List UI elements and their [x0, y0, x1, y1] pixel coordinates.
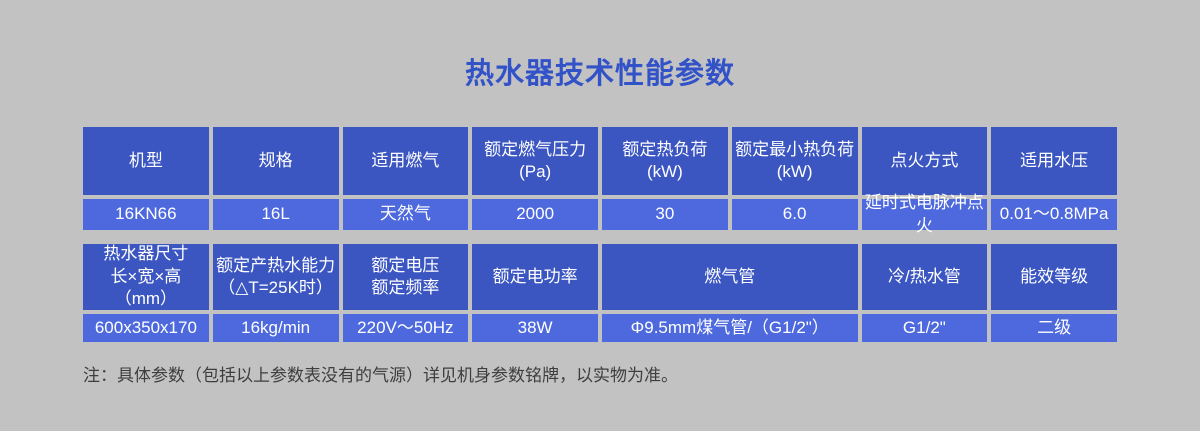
spec-tables: 机型 规格 适用燃气 额定燃气压力 (Pa) 额定热负荷 (kW) 额定最小热负…: [83, 127, 1117, 342]
header-cell-gas-pipe: 燃气管: [602, 244, 858, 310]
data-cell-hot-water-capacity: 16kg/min: [212, 314, 339, 342]
header-cell-energy-rating: 能效等级: [991, 244, 1117, 310]
spec-table-1: 机型 规格 适用燃气 额定燃气压力 (Pa) 额定热负荷 (kW) 额定最小热负…: [83, 127, 1117, 235]
data-cell-voltage-frequency: 220V～50Hz: [342, 314, 469, 342]
data-cell-model: 16KN66: [83, 199, 209, 230]
data-cell-spec: 16L: [212, 199, 339, 230]
data-cell-water-pipe: G1/2": [861, 314, 988, 342]
header-cell-ignition: 点火方式: [861, 127, 988, 195]
data-cell-min-heat-load: 6.0: [731, 199, 858, 230]
header-cell-heat-load: 额定热负荷 (kW): [602, 127, 728, 195]
data-cell-water-pressure: 0.01～0.8MPa: [991, 199, 1117, 230]
header-cell-hot-water-capacity: 额定产热水能力 （△T=25K时）: [212, 244, 339, 310]
header-cell-gas-type: 适用燃气: [342, 127, 469, 195]
header-cell-water-pipe: 冷/热水管: [861, 244, 988, 310]
header-cell-spec: 规格: [212, 127, 339, 195]
spec-table-2: 热水器尺寸 长×宽×高（mm） 额定产热水能力 （△T=25K时） 额定电压 额…: [83, 244, 1117, 342]
data-cell-electric-power: 38W: [472, 314, 598, 342]
data-cell-gas-type: 天然气: [342, 199, 469, 230]
data-cell-energy-rating: 二级: [991, 314, 1117, 342]
header-cell-gas-pressure: 额定燃气压力 (Pa): [472, 127, 598, 195]
note-text: 注：具体参数（包括以上参数表没有的气源）详见机身参数铭牌，以实物为准。: [83, 366, 678, 385]
data-cell-gas-pressure: 2000: [472, 199, 598, 230]
header-cell-electric-power: 额定电功率: [472, 244, 598, 310]
data-cell-ignition: 延时式电脉冲点火: [861, 193, 988, 235]
data-cell-gas-pipe: Φ9.5mm煤气管/（G1/2"）: [602, 314, 858, 342]
header-cell-water-pressure: 适用水压: [991, 127, 1117, 195]
data-cell-heat-load: 30: [602, 199, 728, 230]
data-cell-dimensions: 600x350x170: [83, 314, 209, 342]
page-title: 热水器技术性能参数: [464, 58, 735, 90]
header-cell-dimensions: 热水器尺寸 长×宽×高（mm）: [83, 244, 209, 310]
header-cell-model: 机型: [83, 127, 209, 195]
header-cell-voltage-frequency: 额定电压 额定频率: [342, 244, 469, 310]
header-cell-min-heat-load: 额定最小热负荷 (kW): [731, 127, 858, 195]
